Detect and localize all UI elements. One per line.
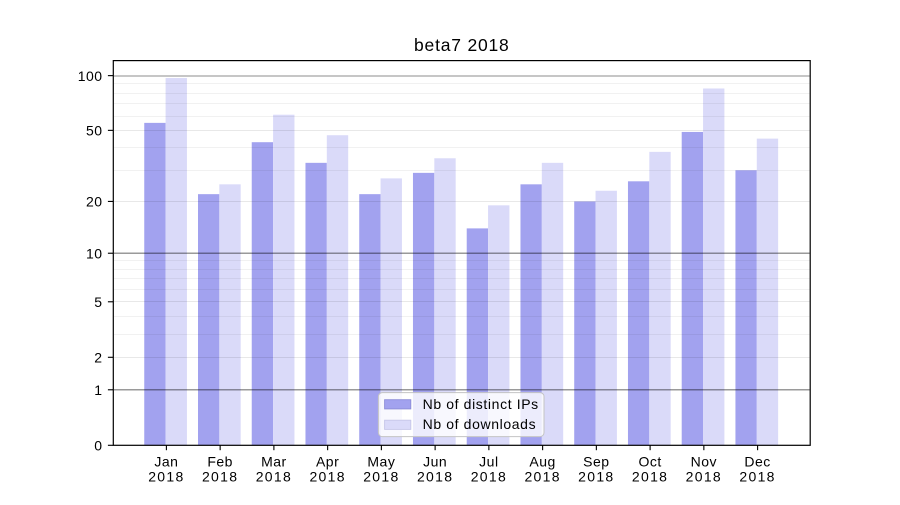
svg-text:2018: 2018: [148, 469, 184, 485]
svg-text:2018: 2018: [363, 469, 399, 485]
svg-text:beta7 2018: beta7 2018: [414, 35, 510, 55]
svg-text:Dec: Dec: [744, 453, 770, 469]
svg-text:Nov: Nov: [691, 453, 717, 469]
svg-text:2018: 2018: [524, 469, 560, 485]
svg-text:2018: 2018: [417, 469, 453, 485]
svg-text:100: 100: [78, 68, 103, 84]
svg-text:Jan: Jan: [154, 453, 178, 469]
svg-text:2018: 2018: [309, 469, 345, 485]
svg-text:2018: 2018: [202, 469, 238, 485]
svg-text:50: 50: [86, 123, 102, 139]
svg-text:May: May: [367, 453, 395, 469]
svg-text:0: 0: [94, 437, 102, 453]
svg-text:2018: 2018: [686, 469, 722, 485]
svg-text:Oct: Oct: [638, 453, 661, 469]
svg-text:2018: 2018: [578, 469, 614, 485]
svg-text:Nb of downloads: Nb of downloads: [423, 416, 537, 432]
svg-text:Mar: Mar: [261, 453, 287, 469]
svg-text:Apr: Apr: [316, 453, 339, 469]
svg-text:Jun: Jun: [423, 453, 447, 469]
svg-text:Jul: Jul: [479, 453, 498, 469]
svg-text:10: 10: [86, 245, 102, 261]
svg-text:5: 5: [94, 294, 102, 310]
svg-text:Nb of distinct IPs: Nb of distinct IPs: [423, 396, 539, 412]
svg-text:2018: 2018: [471, 469, 507, 485]
svg-text:2: 2: [94, 349, 102, 365]
svg-text:2018: 2018: [256, 469, 292, 485]
svg-text:Sep: Sep: [583, 453, 609, 469]
svg-text:20: 20: [86, 194, 102, 210]
svg-text:1: 1: [94, 382, 102, 398]
svg-text:2018: 2018: [632, 469, 668, 485]
svg-text:Aug: Aug: [529, 453, 555, 469]
svg-text:2018: 2018: [739, 469, 775, 485]
svg-text:Feb: Feb: [207, 453, 233, 469]
